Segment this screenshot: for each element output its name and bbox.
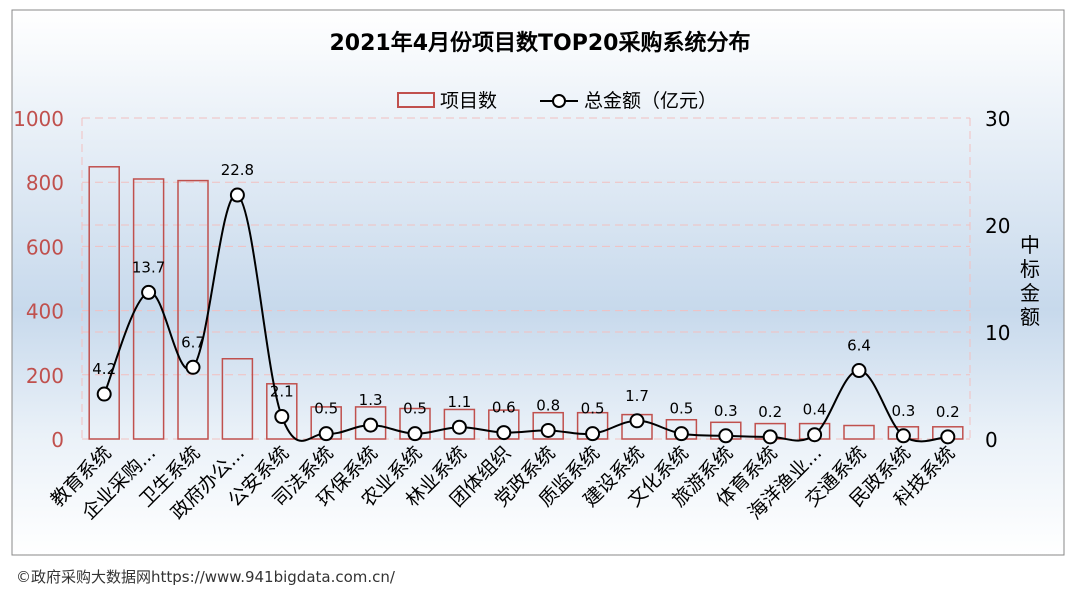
line-point [718,428,734,444]
data-label: 1.7 [625,387,649,405]
line-point [141,284,157,300]
right-axis-label-char: 额 [1020,305,1040,329]
data-label: 0.5 [403,400,427,418]
data-label: 22.8 [221,161,254,179]
line-point [585,426,601,442]
right-tick-label: 30 [985,107,1010,131]
legend-bar-swatch [397,92,435,108]
left-tick-label: 1000 [13,107,64,131]
right-tick-label: 0 [985,428,998,452]
bar [532,411,564,440]
line-series: 4.2 13.7 6.7 22.8 2.1 0.5 1.3 0.5 1.1 0.6 0.8 0.5 1.… [92,161,960,445]
chart: 2021年4月份项目数TOP20采购系统分布 项目数 总金额（亿元） 02004… [11,9,1065,556]
bar [843,424,875,440]
right-axis-label-char: 中 [1020,233,1040,257]
data-label: 13.7 [132,258,165,276]
data-label: 0.2 [758,403,782,421]
left-tick-label: 600 [26,235,64,259]
data-label: 0.6 [492,399,516,417]
line-point [229,187,245,203]
data-label: 0.4 [803,401,827,419]
right-axis-label-char: 金 [1020,281,1040,305]
left-tick-label: 400 [26,300,64,324]
line-point [185,359,201,375]
chart-frame [11,9,1065,556]
line-point [762,429,778,445]
bar [88,166,120,440]
line-point [496,425,512,441]
right-tick-label: 20 [985,214,1010,238]
chart-title: 2021年4月份项目数TOP20采购系统分布 [330,30,751,56]
line-point [96,386,112,402]
bar [443,408,476,440]
line-path [103,194,948,443]
line-point [629,413,645,429]
data-label: 0.5 [314,400,338,418]
right-tick-label: 10 [985,321,1010,345]
bar [266,383,298,440]
left-axis: 0 200 400 600 800 1000 [13,107,64,452]
data-label: 6.4 [847,337,871,355]
legend: 项目数 总金额（亿元） [397,90,717,112]
data-label: 2.1 [270,383,294,401]
line-point [363,417,379,433]
footer-credit: ©政府采购大数据网https://www.941bigdata.com.cn/ [16,568,395,586]
data-label: 0.8 [536,396,560,414]
bar [221,358,254,440]
line-point [274,409,290,425]
bar [132,178,165,440]
data-label: 1.1 [447,393,471,411]
data-label: 0.5 [581,400,605,418]
data-label: 0.3 [891,402,915,420]
line-point [851,363,867,379]
data-label: 0.5 [669,400,693,418]
left-tick-label: 800 [26,171,64,195]
line-point [540,422,556,438]
line-point [895,428,911,444]
line-point [807,427,823,443]
grid [81,117,971,440]
legend-line-label: 总金额（亿元） [584,90,717,112]
bar [354,406,387,440]
data-label: 1.3 [359,391,383,409]
left-tick-label: 0 [51,428,64,452]
line-point [407,426,423,442]
line-point [318,426,334,442]
right-axis: 0 10 20 30 [985,107,1010,452]
left-tick-label: 200 [26,364,64,388]
data-label: 0.2 [936,403,960,421]
line-point [673,426,689,442]
data-label: 6.7 [181,333,205,351]
data-label: 0.3 [714,402,738,420]
legend-bar-label: 项目数 [440,90,497,112]
data-label: 4.2 [92,360,116,378]
line-point [940,429,956,445]
line-point [451,419,467,435]
legend-line-marker [552,94,566,108]
right-axis-label-char: 标 [1020,257,1040,281]
